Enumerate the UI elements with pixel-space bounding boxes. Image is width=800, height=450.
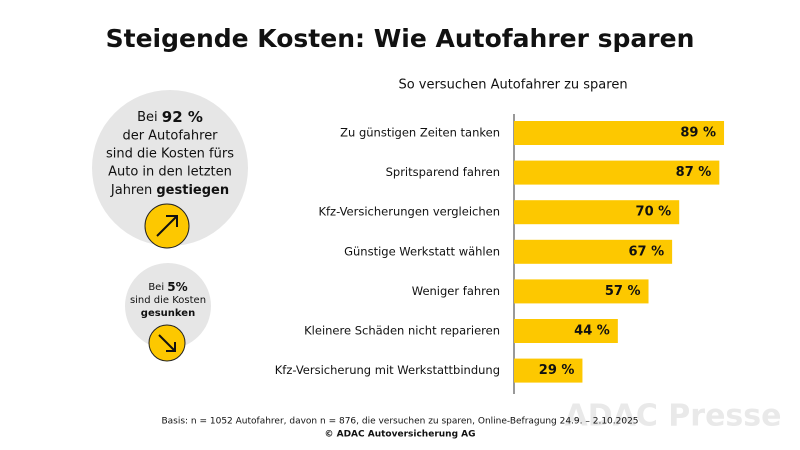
category-label: Günstige Werkstatt wählen [344,244,500,258]
value-label: 44 % [574,324,610,339]
tail: Jahren [110,183,152,198]
chart-subtitle: So versuchen Autofahrer zu sparen [398,78,627,93]
value-label: 89 % [680,126,716,141]
category-label: Kleinere Schäden nicht reparieren [304,324,500,338]
lead: Bei [137,110,158,125]
bar [514,319,618,343]
category-label: Weniger fahren [412,284,500,298]
highlight-text: Bei 92 % [137,108,203,126]
chart-title: Steigende Kosten: Wie Autofahrer sparen [106,24,695,53]
footer-copyright: © ADAC Autoversicherung AG [324,430,475,440]
value-label: 29 % [539,363,575,378]
figure: 5% [167,280,187,294]
category-label: Kfz-Versicherung mit Werkstattbindung [275,363,500,377]
emphasis: gestiegen [156,183,229,198]
lead: Bei [148,282,164,293]
arrow-up [156,215,178,237]
bar [514,121,725,145]
arrow-down [158,334,176,352]
category-label: Kfz-Versicherungen vergleichen [318,205,500,219]
bar [514,200,680,225]
highlight-text: Jahren gestiegen [110,183,229,198]
highlight-text: Auto in den letzten [108,165,232,180]
bar [514,160,720,185]
highlight-circle [92,90,248,246]
highlight-text: sind die Kosten [130,295,206,306]
bar [514,279,649,304]
category-label: Zu günstigen Zeiten tanken [340,126,500,140]
bar [514,358,583,383]
figure: 92 % [162,108,203,126]
value-label: 57 % [605,284,641,299]
value-label: 67 % [628,244,664,259]
watermark: ADAC Presse [565,399,782,434]
bar [514,239,673,264]
highlight-text: Bei 5% [148,280,187,294]
value-label: 87 % [676,165,712,180]
highlight-text: sind die Kosten fürs [106,147,234,162]
value-label: 70 % [636,205,672,220]
footer-basis: Basis: n = 1052 Autofahrer, davon n = 87… [161,417,638,427]
highlight-text: der Autofahrer [122,129,218,144]
highlight-circle [125,263,211,349]
highlight-text: gesunken [141,308,195,319]
category-label: Spritsparend fahren [386,165,500,179]
